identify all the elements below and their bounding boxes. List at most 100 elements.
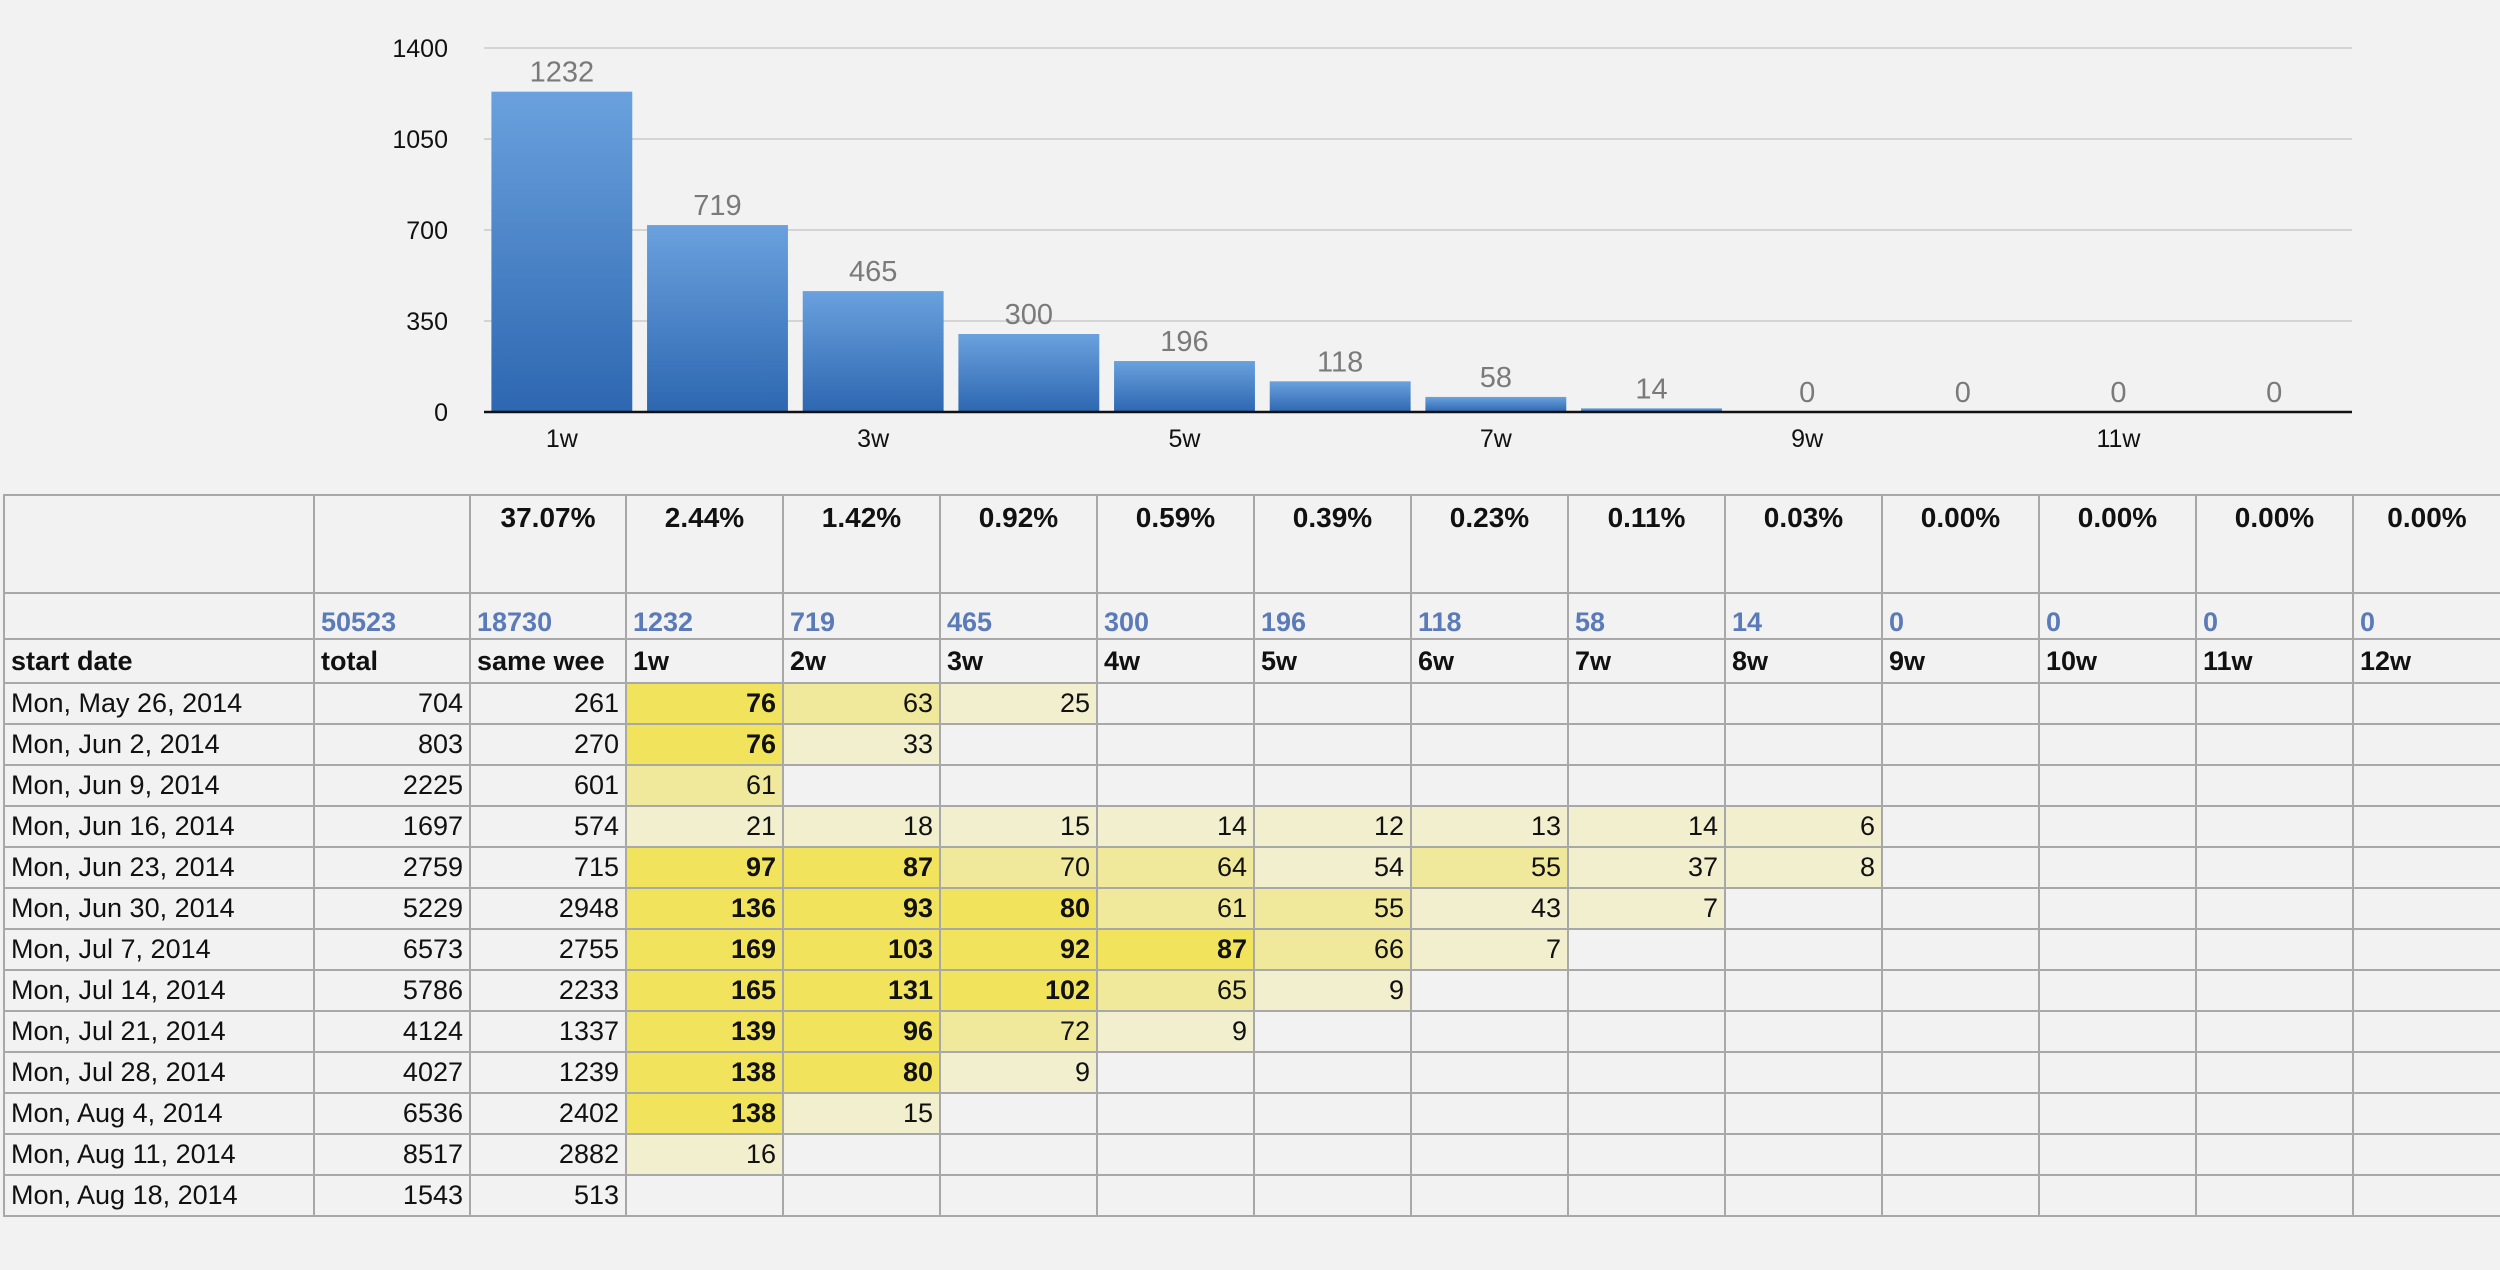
retention-cell: 37 — [1567, 846, 1726, 889]
retention-cell: 12 — [1253, 805, 1412, 848]
retention-cell — [2195, 682, 2354, 725]
retention-cell — [2038, 846, 2197, 889]
table-row: Mon, Jun 30, 2014 5229 2948 136 93 80 61 55 43 7 — [3, 887, 2500, 930]
retention-cell — [2195, 723, 2354, 766]
retention-cell: 8 — [1724, 846, 1883, 889]
bar-value-label: 58 — [1480, 362, 1512, 394]
retention-cell — [1253, 764, 1412, 807]
retention-cell — [1253, 723, 1412, 766]
retention-cell — [2195, 805, 2354, 848]
column-header: 8w — [1724, 638, 1883, 684]
retention-percent-row: 37.07% 2.44% 1.42% 0.92% 0.59% 0.39% 0.23% 0.11… — [3, 494, 2500, 594]
retention-cell: 93 — [782, 887, 941, 930]
table-row: Mon, Jun 23, 2014 2759 715 97 87 70 64 54 55 37 8 — [3, 846, 2500, 889]
total-cell: 18730 — [469, 592, 627, 640]
column-header: 6w — [1410, 638, 1569, 684]
retention-cell — [1096, 682, 1255, 725]
total-cell: 2225 — [313, 764, 471, 807]
retention-cell — [1881, 969, 2040, 1012]
retention-cell: 96 — [782, 1010, 941, 1053]
retention-cell: 76 — [625, 723, 784, 766]
x-tick-label: 5w — [1169, 425, 1202, 453]
percent-cell: 1.42% — [782, 494, 941, 594]
x-tick-label: 7w — [1480, 425, 1513, 453]
same-week-cell: 2882 — [469, 1133, 627, 1176]
percent-cell: 0.11% — [1567, 494, 1726, 594]
y-tick-label: 1050 — [392, 126, 448, 154]
total-cell: 465 — [939, 592, 1098, 640]
total-cell: 1543 — [313, 1174, 471, 1217]
retention-cell: 87 — [782, 846, 941, 889]
start-date-cell: Mon, Jun 2, 2014 — [3, 723, 315, 766]
retention-cell — [1567, 969, 1726, 1012]
retention-cell — [1724, 723, 1883, 766]
retention-cell — [2195, 1174, 2354, 1217]
same-week-cell: 270 — [469, 723, 627, 766]
column-header: total — [313, 638, 471, 684]
retention-cell — [2352, 928, 2500, 971]
retention-cell — [2195, 969, 2354, 1012]
percent-cell: 0.92% — [939, 494, 1098, 594]
retention-cell: 7 — [1410, 928, 1569, 971]
x-tick-label: 11w — [2096, 425, 2141, 453]
retention-cell: 63 — [782, 682, 941, 725]
retention-cell: 103 — [782, 928, 941, 971]
retention-cell — [1724, 1133, 1883, 1176]
percent-cell — [313, 494, 471, 594]
cohort-table: 37.07% 2.44% 1.42% 0.92% 0.59% 0.39% 0.23% 0.11… — [3, 494, 2500, 1217]
table-row: Mon, Aug 11, 2014 8517 2882 16 — [3, 1133, 2500, 1176]
table-row: Mon, Jul 21, 2014 4124 1337 139 96 72 9 — [3, 1010, 2500, 1053]
retention-cell — [2352, 764, 2500, 807]
retention-cell — [1410, 1133, 1569, 1176]
retention-cell — [2038, 723, 2197, 766]
retention-cell — [2195, 764, 2354, 807]
retention-cell: 72 — [939, 1010, 1098, 1053]
bar-value-label: 719 — [693, 190, 741, 222]
retention-cell — [1881, 1092, 2040, 1135]
start-date-cell: Mon, May 26, 2014 — [3, 682, 315, 725]
retention-cell: 70 — [939, 846, 1098, 889]
total-cell: 0 — [2195, 592, 2354, 640]
retention-cell: 138 — [625, 1092, 784, 1135]
start-date-cell: Mon, Jul 14, 2014 — [3, 969, 315, 1012]
percent-cell: 0.00% — [2352, 494, 2500, 594]
retention-cell: 15 — [782, 1092, 941, 1135]
retention-cell: 169 — [625, 928, 784, 971]
start-date-cell: Mon, Aug 11, 2014 — [3, 1133, 315, 1176]
column-header: 9w — [1881, 638, 2040, 684]
start-date-cell: Mon, Jul 28, 2014 — [3, 1051, 315, 1094]
retention-cell — [1253, 1133, 1412, 1176]
retention-cell — [1096, 764, 1255, 807]
total-cell: 58 — [1567, 592, 1726, 640]
bar-5w — [1114, 361, 1255, 412]
retention-cell — [1724, 969, 1883, 1012]
retention-cell — [1881, 1051, 2040, 1094]
retention-cell — [2195, 1051, 2354, 1094]
start-date-cell: Mon, Aug 18, 2014 — [3, 1174, 315, 1217]
column-header: 7w — [1567, 638, 1726, 684]
retention-cell — [1410, 969, 1569, 1012]
table-row: Mon, Jun 2, 2014 803 270 76 33 — [3, 723, 2500, 766]
total-cell: 1697 — [313, 805, 471, 848]
retention-cell — [1253, 682, 1412, 725]
retention-cell: 65 — [1096, 969, 1255, 1012]
start-date-cell: Mon, Aug 4, 2014 — [3, 1092, 315, 1135]
start-date-cell: Mon, Jun 16, 2014 — [3, 805, 315, 848]
retention-cell: 54 — [1253, 846, 1412, 889]
total-cell: 0 — [1881, 592, 2040, 640]
table-row: Mon, Jun 9, 2014 2225 601 61 — [3, 764, 2500, 807]
retention-cell — [939, 1174, 1098, 1217]
total-cell: 4124 — [313, 1010, 471, 1053]
total-cell: 300 — [1096, 592, 1255, 640]
retention-cell — [2352, 887, 2500, 930]
retention-cell — [2352, 1010, 2500, 1053]
retention-cell: 92 — [939, 928, 1098, 971]
retention-cell — [2038, 1010, 2197, 1053]
retention-cell — [1567, 723, 1726, 766]
retention-cell — [2038, 682, 2197, 725]
total-cell: 118 — [1410, 592, 1569, 640]
x-tick-label: 1w — [546, 425, 579, 453]
table-row: Mon, Jul 14, 2014 5786 2233 165 131 102 65 9 — [3, 969, 2500, 1012]
bar-1w — [491, 91, 633, 413]
retention-cell — [782, 1174, 941, 1217]
